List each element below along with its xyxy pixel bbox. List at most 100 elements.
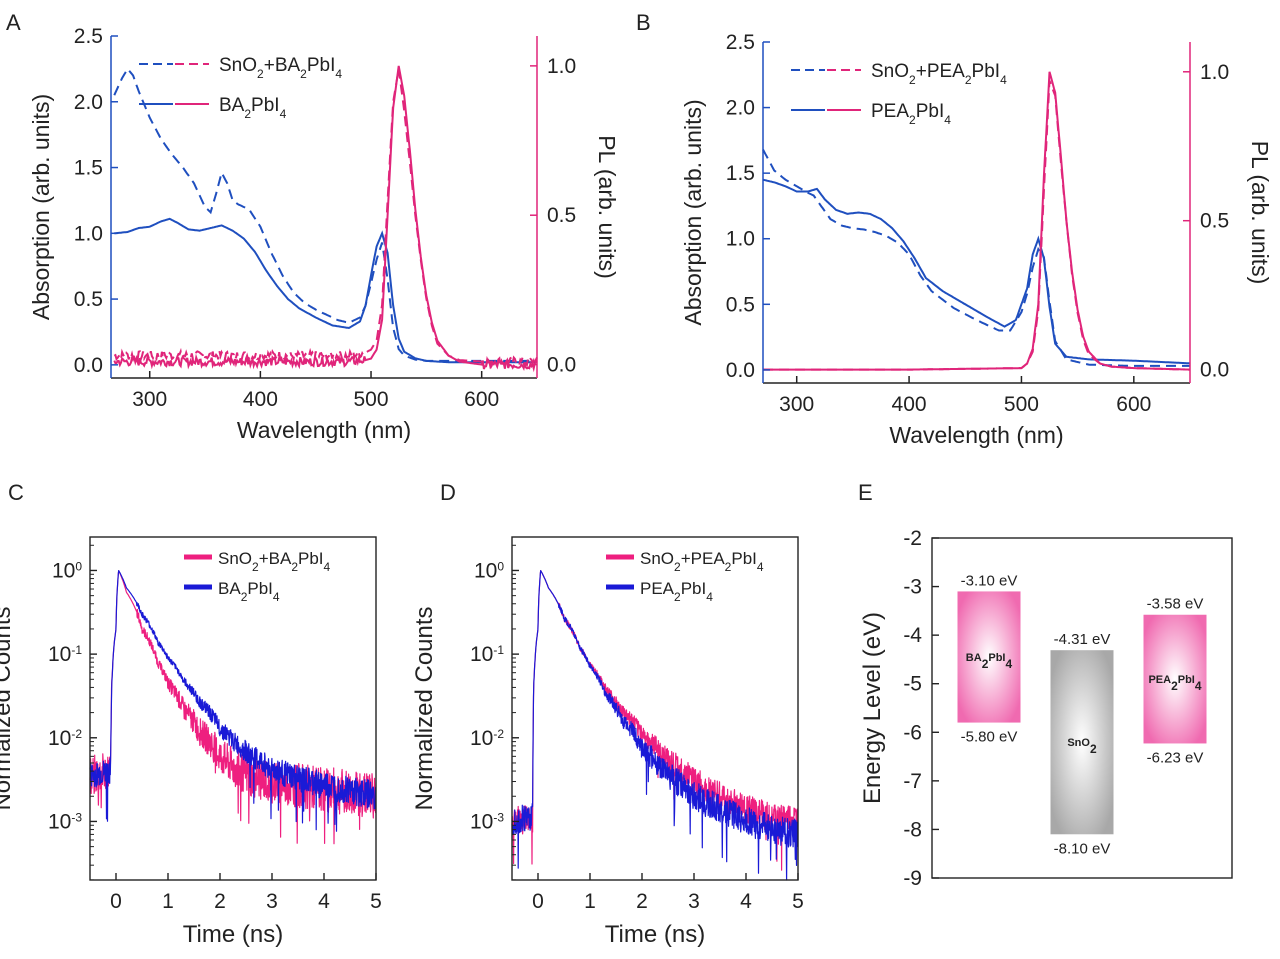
band-rect (957, 591, 1021, 723)
legend-label: SnO2+PEA2PbI4 (871, 61, 1007, 87)
panel-a: A 300 400 500 600 0.0 0.5 1.0 1.5 2.0 2.5 0.0 0.5 1.0… (6, 10, 620, 443)
panel-label: B (636, 10, 651, 35)
x-axis-label: Wavelength (nm) (889, 422, 1063, 448)
x-tick-label: 4 (740, 890, 752, 913)
y-tick-label: -4 (903, 624, 922, 647)
series-line (89, 570, 377, 845)
x-axis-label: Time (ns) (183, 921, 283, 948)
band-label: PEA2PbI4 (1148, 674, 1201, 693)
panel-c: C 0 1 2 3 4 5 100 10-1 10-2 10-3 Time (ns) Normalize… (0, 480, 382, 948)
y-tick-label: 10-3 (470, 810, 504, 833)
y-tick-label: 10-1 (48, 643, 82, 666)
y2-tick-label: 1.0 (1200, 61, 1229, 84)
y-tick-label: 2.5 (74, 25, 103, 48)
legend-label: SnO2+PEA2PbI4 (640, 549, 764, 574)
y-tick-label: 100 (52, 559, 82, 582)
band-label: BA2PbI4 (966, 652, 1013, 671)
x-tick-label: 500 (354, 388, 389, 411)
panel-label: E (858, 480, 873, 505)
x-tick-label: 2 (214, 890, 226, 913)
band-bottom-label: -6.23 eV (1147, 749, 1204, 766)
panel-label: D (440, 480, 456, 505)
y2-tick-label: 0.0 (1200, 359, 1229, 382)
y-tick-label: 1.0 (74, 222, 103, 245)
band-rect (1143, 614, 1207, 744)
x-tick-label: 3 (688, 890, 700, 913)
y-tick-label: -5 (903, 673, 922, 696)
y-tick-label: 1.5 (74, 157, 103, 180)
legend-label: SnO2+BA2PbI4 (218, 549, 331, 574)
y-tick-label: 0.0 (726, 359, 755, 382)
legend-label: SnO2+BA2PbI4 (219, 55, 342, 81)
band-top-label: -4.31 eV (1054, 631, 1111, 648)
y2-axis-label: PL (arb. units) (594, 135, 620, 279)
plot-frame (931, 537, 1233, 879)
y-tick-label: 1.0 (726, 228, 755, 251)
panel-label: A (6, 10, 21, 35)
y-tick-label: -7 (903, 770, 922, 793)
y-tick-label: -6 (903, 721, 922, 744)
series-line (114, 217, 537, 364)
y-tick-label: 10-1 (470, 643, 504, 666)
series-line (89, 570, 377, 832)
band-top-label: -3.10 eV (961, 572, 1018, 589)
y-tick-label: 0.0 (74, 354, 103, 377)
x-tick-label: 5 (792, 890, 804, 913)
plot-frame (89, 536, 377, 881)
series-line (763, 80, 1190, 371)
y-tick-label: 2.5 (726, 31, 755, 54)
panel-d: D 0 1 2 3 4 5 100 10-1 10-2 10-3 Time (ns) Normalize… (411, 480, 804, 948)
x-tick-label: 3 (266, 890, 278, 913)
band-label: SnO2 (1067, 737, 1097, 756)
y-tick-label: 10-3 (48, 810, 82, 833)
y-tick-label: -9 (903, 867, 922, 890)
series-line (113, 68, 538, 369)
x-tick-label: 600 (464, 388, 499, 411)
series-line (763, 71, 1190, 371)
series-line (762, 178, 1190, 365)
legend-label: BA2PbI4 (218, 579, 280, 604)
y2-tick-label: 0.5 (547, 204, 576, 227)
y-tick-label: 10-2 (470, 727, 504, 750)
y2-axis-label: PL (arb. units) (1247, 141, 1273, 285)
x-tick-label: 500 (1004, 393, 1039, 416)
y-tick-label: 1.5 (726, 162, 755, 185)
x-tick-label: 300 (132, 388, 167, 411)
x-tick-label: 600 (1116, 393, 1151, 416)
y-tick-label: -2 (903, 527, 922, 550)
x-tick-label: 0 (532, 890, 544, 913)
x-tick-label: 5 (370, 890, 382, 913)
y-tick-label: 2.0 (726, 97, 755, 120)
x-tick-label: 2 (636, 890, 648, 913)
x-tick-label: 300 (779, 393, 814, 416)
x-tick-label: 4 (318, 890, 330, 913)
series-line (113, 67, 537, 362)
legend-label: PEA2PbI4 (871, 101, 951, 127)
y-tick-label: 0.5 (74, 288, 103, 311)
band-bottom-label: -5.80 eV (961, 729, 1018, 746)
band-top-label: -3.58 eV (1147, 596, 1204, 613)
x-axis-label: Wavelength (nm) (237, 417, 411, 443)
y2-tick-label: 0.0 (547, 354, 576, 377)
y-tick-label: -3 (903, 576, 922, 599)
y-tick-label: -8 (903, 818, 922, 841)
series-line (113, 65, 538, 373)
y-tick-label: 2.0 (74, 91, 103, 114)
y2-tick-label: 1.0 (547, 55, 576, 78)
x-axis-label: Time (ns) (605, 921, 705, 948)
y-axis-label: Normalized Counts (411, 606, 438, 810)
y2-tick-label: 0.5 (1200, 210, 1229, 233)
y-axis-label: Normalized Counts (0, 606, 16, 810)
plot-frame (511, 536, 799, 881)
y-tick-label: 0.5 (726, 293, 755, 316)
x-tick-label: 1 (162, 890, 174, 913)
panel-b: B 300 400 500 600 0.0 0.5 1.0 1.5 2.0 2.5 0.0 0.5 1.0… (636, 10, 1273, 448)
x-tick-label: 0 (110, 890, 122, 913)
panel-label: C (8, 480, 24, 505)
legend-label: PEA2PbI4 (640, 579, 713, 604)
y-axis-label: Absorption (arb. units) (680, 99, 706, 325)
legend-label: BA2PbI4 (219, 95, 287, 121)
x-tick-label: 400 (892, 393, 927, 416)
series-line (762, 149, 1190, 367)
